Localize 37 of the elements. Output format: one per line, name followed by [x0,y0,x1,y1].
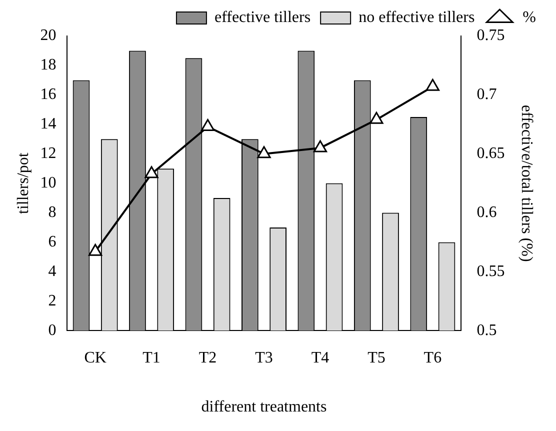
x-tick-label: T2 [198,349,217,366]
y-tick-label: 12 [40,145,56,162]
y-tick-label: 10 [40,174,56,192]
legend-label: no effective tillers [358,9,475,26]
y-tick-label: 2 [48,292,56,310]
point [313,140,328,152]
y-axis-title: tillers/pot [14,152,32,214]
y2-tick-label: 0.7 [476,86,497,104]
y-tick-label: 16 [40,86,56,104]
x-tick-label: CK [84,349,107,366]
point [200,118,215,131]
y-tick-label: 4 [48,262,56,280]
x-tick-label: T4 [311,349,330,366]
point [88,244,102,256]
y2-tick-label: 0.6 [476,204,497,221]
x-tick-label: T5 [368,349,386,366]
point [370,112,384,124]
y-tick-label: 8 [48,204,56,221]
x-tick-label: T1 [142,349,160,366]
y2-tick-label: 0.75 [476,27,505,44]
y-tick-label: 20 [40,27,56,44]
y2-axis-title: effective/total tillers (%) [518,104,536,262]
x-axis-title: different treatments [201,398,327,416]
y2-tick-label: 0.5 [476,322,497,339]
x-tick-label: T3 [255,349,273,366]
y-tick-label: 18 [40,56,56,74]
legend-label: effective tillers [214,9,311,26]
y2-tick-label: 0.55 [476,262,505,280]
y-tick-label: 6 [48,233,56,250]
y-tick-label: 14 [40,116,56,133]
x-tick-label: T6 [424,349,442,366]
legend-label: % [522,9,536,26]
point [144,166,158,178]
y-tick-label: 0 [48,322,56,339]
y2-tick-label: 0.65 [476,145,505,162]
point [426,78,440,91]
point [257,146,271,158]
